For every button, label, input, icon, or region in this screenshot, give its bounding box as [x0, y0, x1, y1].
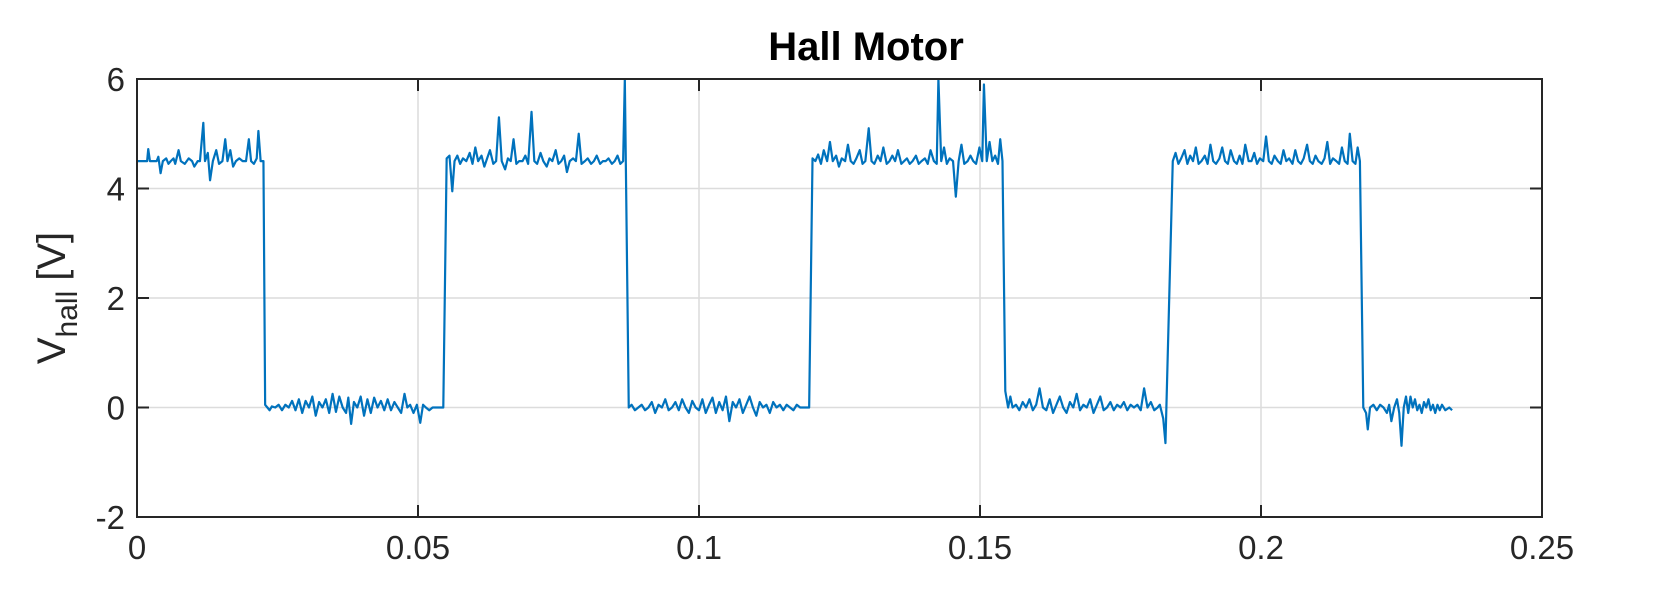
plot-area [137, 79, 1453, 447]
y-axis-label-main: V [30, 337, 74, 364]
y-axis-label-unit: [V] [30, 232, 74, 281]
x-tick-label: 0.05 [386, 529, 450, 566]
x-tick-label: 0.2 [1238, 529, 1284, 566]
y-tick-label: 0 [107, 390, 125, 427]
y-axis-label-subscript: hall [51, 291, 84, 338]
y-axis-label: Vhall [V] [30, 232, 84, 364]
chart-title: Hall Motor [768, 25, 964, 69]
x-tick-label: 0.15 [948, 529, 1012, 566]
series-line-hall-voltage [137, 79, 1453, 447]
y-tick-label: 2 [107, 280, 125, 317]
y-tick-label: 6 [107, 61, 125, 98]
x-tick-label: 0.25 [1510, 529, 1574, 566]
x-tick-label: 0.1 [676, 529, 722, 566]
x-tick-label: 0 [128, 529, 146, 566]
y-tick-label: 4 [107, 171, 125, 208]
y-tick-label: -2 [96, 499, 125, 536]
